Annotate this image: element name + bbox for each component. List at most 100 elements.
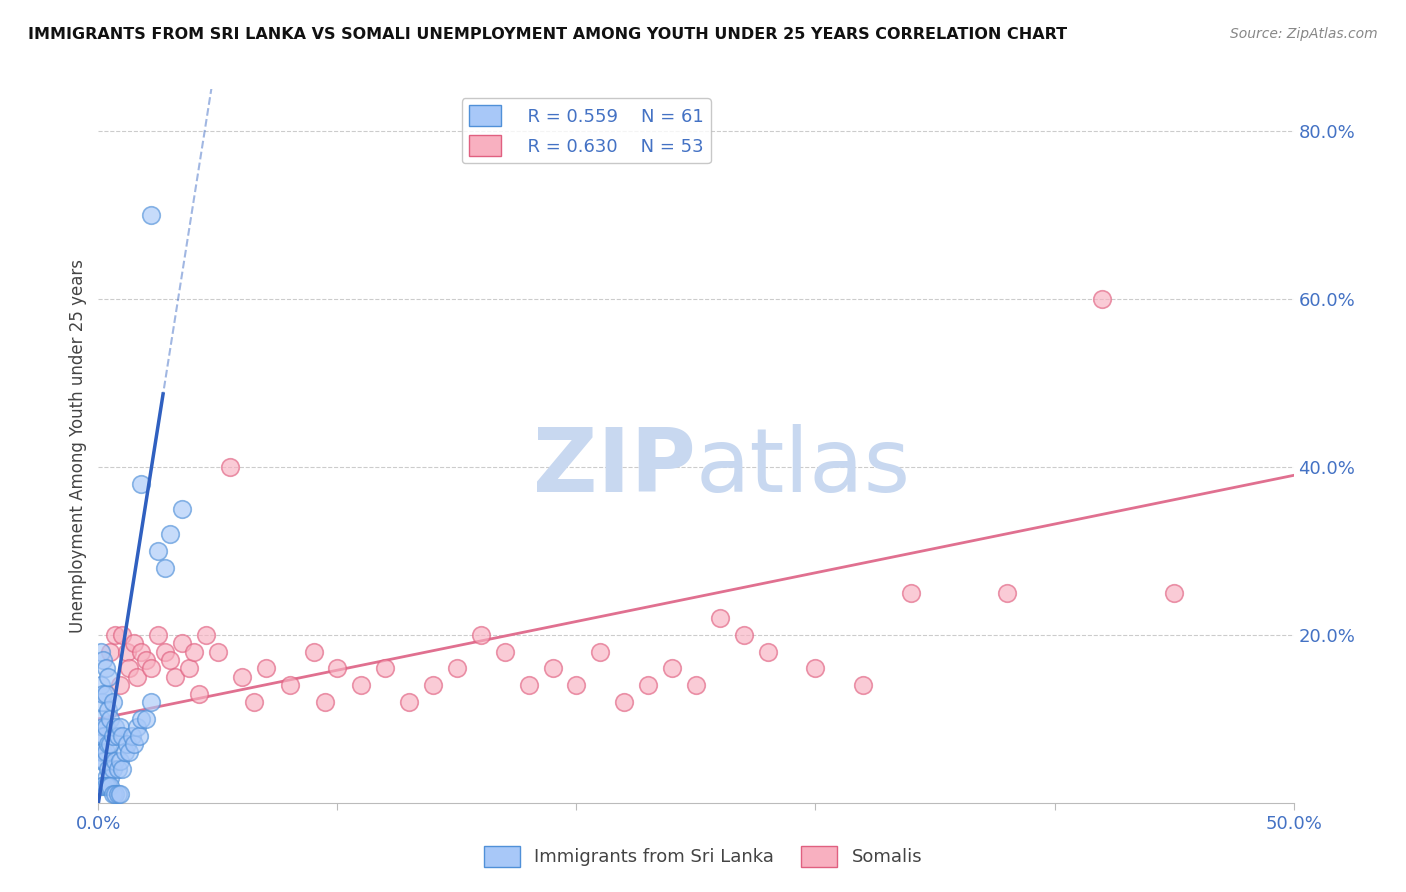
Point: [183, 645, 205, 659]
Point: [661, 661, 683, 675]
Point: [98, 771, 122, 785]
Point: [131, 645, 153, 659]
Point: [124, 737, 146, 751]
Point: [159, 527, 181, 541]
Point: [101, 729, 124, 743]
Point: [900, 586, 922, 600]
Point: [326, 661, 349, 675]
Point: [108, 788, 131, 802]
Point: [278, 678, 301, 692]
Point: [93, 754, 115, 768]
Point: [139, 695, 162, 709]
Point: [111, 628, 134, 642]
Legend: Immigrants from Sri Lanka, Somalis: Immigrants from Sri Lanka, Somalis: [477, 838, 929, 874]
Point: [91, 687, 114, 701]
Point: [94, 687, 117, 701]
Point: [118, 746, 141, 760]
Point: [155, 560, 177, 574]
Point: [128, 729, 150, 743]
Point: [804, 661, 827, 675]
Point: [94, 746, 117, 760]
Text: IMMIGRANTS FROM SRI LANKA VS SOMALI UNEMPLOYMENT AMONG YOUTH UNDER 25 YEARS CORR: IMMIGRANTS FROM SRI LANKA VS SOMALI UNEM…: [28, 27, 1067, 42]
Point: [135, 653, 157, 667]
Point: [155, 645, 177, 659]
Point: [97, 670, 120, 684]
Point: [97, 762, 120, 776]
Point: [90, 779, 112, 793]
Point: [207, 645, 229, 659]
Point: [98, 737, 122, 751]
Point: [494, 645, 516, 659]
Point: [589, 645, 612, 659]
Point: [350, 678, 373, 692]
Point: [172, 502, 194, 516]
Point: [94, 661, 117, 675]
Point: [107, 762, 129, 776]
Point: [107, 729, 129, 743]
Legend:   R = 0.559    N = 61,   R = 0.630    N = 53: R = 0.559 N = 61, R = 0.630 N = 53: [461, 98, 711, 163]
Point: [90, 746, 112, 760]
Point: [111, 729, 134, 743]
Point: [124, 636, 146, 650]
Point: [90, 645, 112, 659]
Point: [446, 661, 468, 675]
Point: [613, 695, 636, 709]
Point: [90, 678, 112, 692]
Point: [93, 729, 115, 743]
Point: [541, 661, 564, 675]
Point: [135, 712, 157, 726]
Point: [94, 720, 117, 734]
Point: [131, 712, 153, 726]
Point: [254, 661, 277, 675]
Point: [1163, 586, 1185, 600]
Point: [517, 678, 540, 692]
Point: [139, 661, 162, 675]
Point: [114, 746, 136, 760]
Point: [148, 628, 170, 642]
Point: [733, 628, 755, 642]
Point: [97, 737, 120, 751]
Point: [852, 678, 875, 692]
Point: [148, 544, 170, 558]
Point: [637, 678, 659, 692]
Point: [194, 628, 218, 642]
Point: [94, 771, 117, 785]
Point: [97, 703, 120, 717]
Point: [98, 712, 122, 726]
Point: [104, 754, 127, 768]
Point: [315, 695, 337, 709]
Text: atlas: atlas: [696, 424, 911, 511]
Point: [172, 636, 194, 650]
Point: [101, 788, 124, 802]
Point: [91, 720, 114, 734]
Point: [470, 628, 492, 642]
Point: [98, 645, 122, 659]
Point: [101, 695, 124, 709]
Point: [159, 653, 181, 667]
Point: [91, 754, 114, 768]
Point: [374, 661, 396, 675]
Point: [121, 729, 143, 743]
Point: [565, 678, 588, 692]
Point: [101, 762, 124, 776]
Point: [118, 661, 141, 675]
Text: ZIP: ZIP: [533, 424, 696, 511]
Point: [94, 779, 117, 793]
Point: [108, 720, 131, 734]
Point: [685, 678, 707, 692]
Point: [91, 695, 114, 709]
Point: [187, 687, 209, 701]
Point: [131, 476, 153, 491]
Point: [97, 779, 120, 793]
Point: [111, 762, 134, 776]
Point: [107, 788, 129, 802]
Point: [709, 611, 731, 625]
Point: [104, 788, 127, 802]
Point: [115, 737, 138, 751]
Point: [108, 678, 131, 692]
Point: [398, 695, 420, 709]
Point: [995, 586, 1018, 600]
Point: [139, 208, 162, 222]
Point: [243, 695, 266, 709]
Point: [104, 720, 127, 734]
